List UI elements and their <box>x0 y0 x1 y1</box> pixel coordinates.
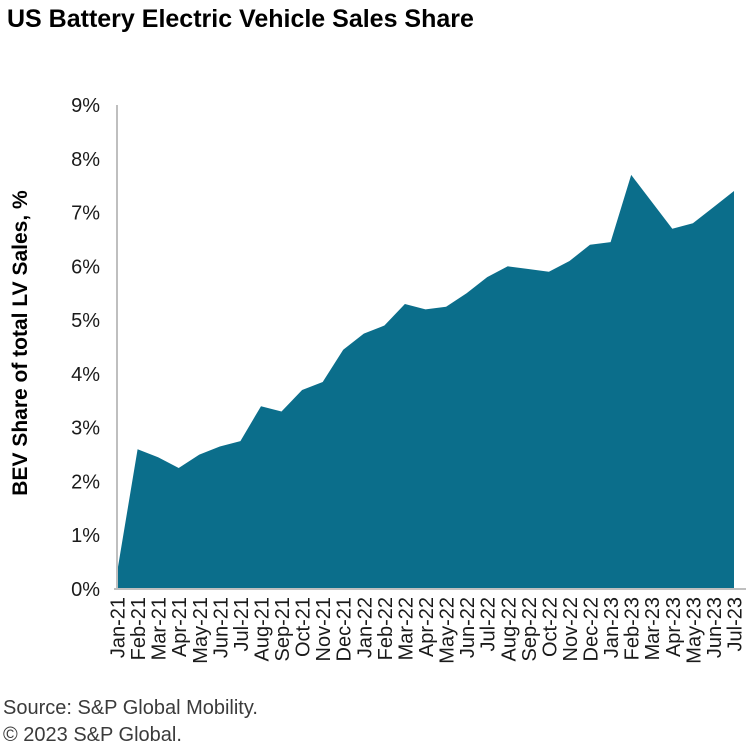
x-tick-label: Dec-22 <box>581 597 603 661</box>
x-tick-label: Jan-23 <box>601 597 623 658</box>
x-tick-label: Sep-22 <box>519 597 541 662</box>
chart-canvas: 0%1%2%3%4%5%6%7%8%9%Jan-21Feb-21Mar-21Ap… <box>9 95 747 664</box>
chart-title: US Battery Electric Vehicle Sales Share <box>7 5 474 33</box>
x-tick-label: Jul-21 <box>231 597 253 651</box>
source-attribution: Source: S&P Global Mobility. <box>3 697 258 719</box>
x-tick-label: Feb-23 <box>622 597 644 660</box>
y-tick-label: 2% <box>71 471 100 493</box>
x-tick-label: Jun-21 <box>210 597 232 658</box>
x-tick-label: May-22 <box>437 597 459 664</box>
y-tick-label: 9% <box>71 95 100 117</box>
x-tick-label: Jun-22 <box>457 597 479 658</box>
x-tick-label: Dec-21 <box>334 597 356 661</box>
y-tick-label: 0% <box>71 579 100 601</box>
x-tick-label: Aug-22 <box>498 597 520 662</box>
x-tick-label: Jun-23 <box>704 597 726 658</box>
x-tick-label: Jul-23 <box>725 597 747 651</box>
copyright-notice: © 2023 S&P Global. <box>3 724 182 746</box>
y-axis-title: BEV Share of total LV Sales, % <box>9 190 32 496</box>
x-tick-label: Aug-21 <box>252 597 274 662</box>
y-tick-label: 3% <box>71 418 100 440</box>
y-tick-label: 5% <box>71 310 100 332</box>
y-tick-label: 1% <box>71 525 100 547</box>
y-tick-label: 6% <box>71 256 100 278</box>
x-tick-label: Apr-22 <box>416 597 438 657</box>
x-tick-label: May-23 <box>683 597 705 664</box>
x-tick-label: May-21 <box>190 597 212 664</box>
x-tick-label: Oct-22 <box>539 597 561 657</box>
x-tick-label: Apr-23 <box>663 597 685 657</box>
area-series <box>117 174 734 589</box>
x-tick-label: Sep-21 <box>272 597 294 662</box>
x-tick-label: Jul-22 <box>478 597 500 651</box>
x-tick-label: Oct-21 <box>293 597 315 657</box>
y-tick-label: 8% <box>71 149 100 171</box>
x-tick-label: Mar-21 <box>149 597 171 660</box>
x-tick-label: Nov-21 <box>313 597 335 661</box>
x-tick-label: Mar-23 <box>642 597 664 660</box>
x-tick-label: Jan-21 <box>108 597 130 658</box>
y-tick-label: 7% <box>71 203 100 225</box>
x-tick-label: Nov-22 <box>560 597 582 661</box>
x-tick-label: Jan-22 <box>354 597 376 658</box>
x-tick-label: Feb-22 <box>375 597 397 660</box>
x-tick-label: Feb-21 <box>128 597 150 660</box>
y-tick-label: 4% <box>71 364 100 386</box>
x-tick-label: Apr-21 <box>169 597 191 657</box>
x-tick-label: Mar-22 <box>395 597 417 660</box>
